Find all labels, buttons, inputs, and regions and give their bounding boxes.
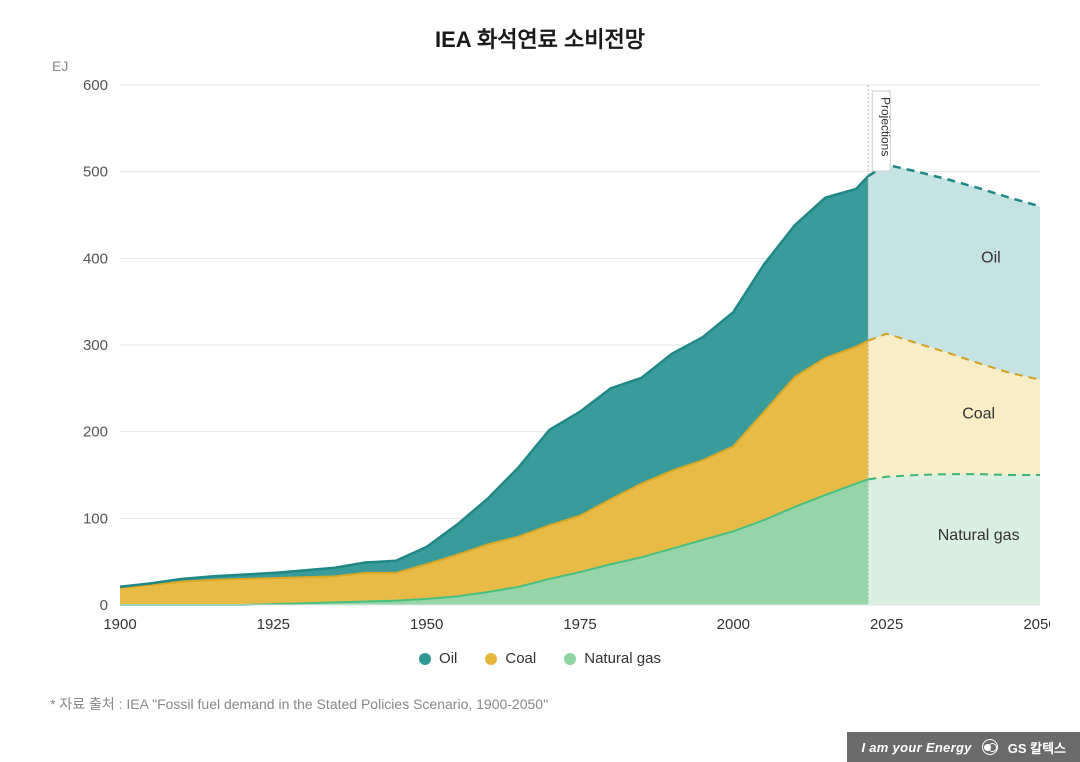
series-label-oil: Oil xyxy=(981,250,1001,267)
svg-text:200: 200 xyxy=(83,424,108,441)
legend-dot-gas xyxy=(564,653,576,665)
projections-label: Projections xyxy=(878,97,892,156)
legend-item-gas: Natural gas xyxy=(564,650,661,667)
svg-text:300: 300 xyxy=(83,337,108,354)
brand-bar: I am your Energy GS 칼텍스 xyxy=(847,732,1080,762)
svg-text:400: 400 xyxy=(83,250,108,267)
stacked-area-chart: 0 100 200 300 400 500 600 1900 1925 1950 1975 2000 2… xyxy=(50,75,1050,635)
svg-text:0: 0 xyxy=(100,597,108,614)
svg-text:2000: 2000 xyxy=(717,616,750,633)
svg-text:100: 100 xyxy=(83,510,108,527)
svg-text:1950: 1950 xyxy=(410,616,443,633)
svg-text:2025: 2025 xyxy=(870,616,903,633)
legend: Oil Coal Natural gas xyxy=(0,650,1080,669)
legend-item-oil: Oil xyxy=(419,650,457,667)
chart-title: IEA 화석연료 소비전망 xyxy=(0,22,1080,54)
legend-label-oil: Oil xyxy=(439,650,457,667)
svg-text:600: 600 xyxy=(83,77,108,94)
legend-dot-oil xyxy=(419,653,431,665)
svg-text:2050: 2050 xyxy=(1023,616,1050,633)
legend-label-gas: Natural gas xyxy=(584,650,661,667)
y-axis-label: EJ xyxy=(52,58,68,74)
brand-name: GS 칼텍스 xyxy=(1008,738,1066,757)
legend-dot-coal xyxy=(485,653,497,665)
legend-label-coal: Coal xyxy=(505,650,536,667)
series-label-coal: Coal xyxy=(962,406,995,423)
source-footnote: * 자료 출처 : IEA "Fossil fuel demand in the… xyxy=(50,694,548,714)
svg-text:1900: 1900 xyxy=(103,616,136,633)
svg-text:1925: 1925 xyxy=(257,616,290,633)
series-label-gas: Natural gas xyxy=(938,527,1020,544)
svg-text:1975: 1975 xyxy=(563,616,596,633)
svg-text:500: 500 xyxy=(83,164,108,181)
chart-container: 0 100 200 300 400 500 600 1900 1925 1950 1975 2000 2… xyxy=(50,75,1050,635)
gs-logo-icon xyxy=(982,739,998,755)
legend-item-coal: Coal xyxy=(485,650,536,667)
brand-slogan: I am your Energy xyxy=(861,740,971,755)
